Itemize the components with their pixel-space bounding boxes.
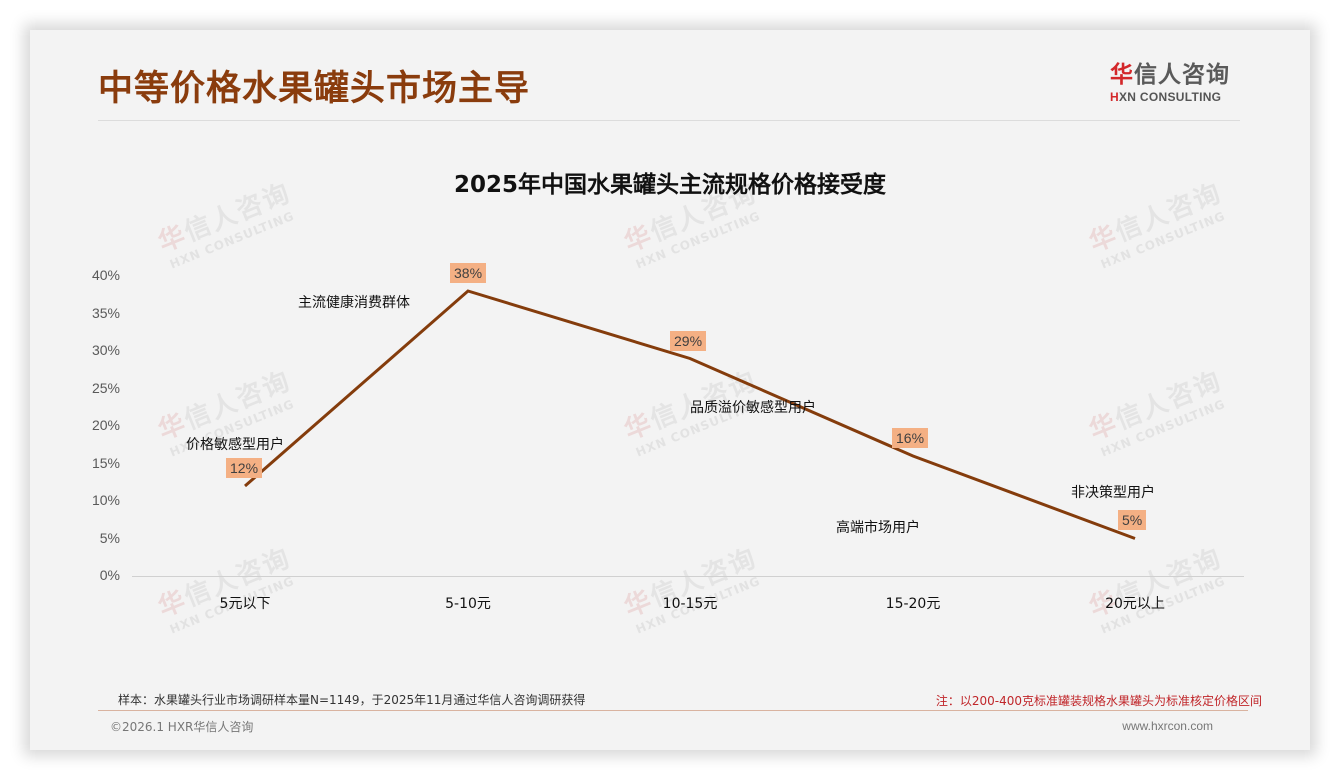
price-range-note: 注：以200-400克标准罐装规格水果罐头为标准核定价格区间	[935, 694, 1262, 708]
copyright: ©2026.1 HXR华信人咨询	[110, 720, 254, 734]
y-tick-label: 0%	[99, 567, 120, 583]
x-tick-label: 5-10元	[445, 596, 491, 612]
y-tick-label: 20%	[91, 417, 120, 433]
segment-annotation: 品质溢价敏感型用户	[690, 400, 816, 416]
y-tick-label: 15%	[91, 454, 120, 471]
company-logo: 华信人咨询 HXN CONSULTING	[1110, 62, 1230, 105]
y-tick-label: 25%	[91, 379, 120, 396]
chart-title: 2025年中国水果罐头主流规格价格接受度	[453, 172, 886, 198]
x-axis-line	[132, 576, 1244, 577]
slide: 华信人咨询 HXN CONSULTING 华信人咨询 HXN CONSULTIN…	[30, 30, 1310, 750]
segment-annotation: 价格敏感型用户	[186, 437, 284, 453]
y-tick-label: 40%	[91, 267, 120, 283]
segment-annotation: 高端市场用户	[836, 520, 920, 536]
segment-annotation: 非决策型用户	[1071, 485, 1155, 501]
segment-annotation: 主流健康消费群体	[298, 295, 410, 311]
line-series	[244, 289, 1136, 540]
y-tick-label: 10%	[91, 492, 120, 508]
website-link[interactable]: www.hxrcon.com	[1122, 719, 1213, 733]
data-label: 29%	[670, 331, 707, 351]
data-label: 38%	[450, 263, 487, 283]
sample-note: 样本：水果罐头行业市场调研样本量N=1149，于2025年11月通过华信人咨询调…	[118, 693, 586, 707]
y-tick-label: 35%	[91, 304, 120, 321]
x-tick-label: 10-15元	[662, 596, 718, 612]
data-label: 12%	[226, 458, 263, 478]
header-divider	[98, 120, 1240, 121]
footer-divider	[98, 710, 1248, 711]
data-label: 5%	[1118, 510, 1147, 530]
y-tick-label: 5%	[99, 529, 120, 546]
x-tick-label: 5元以下	[219, 596, 271, 612]
x-tick-label: 20元以上	[1105, 596, 1165, 612]
y-tick-label: 30%	[91, 342, 120, 358]
data-label: 16%	[892, 428, 929, 448]
page-title: 中等价格水果罐头市场主导	[98, 69, 531, 109]
x-tick-label: 15-20元	[885, 596, 941, 612]
